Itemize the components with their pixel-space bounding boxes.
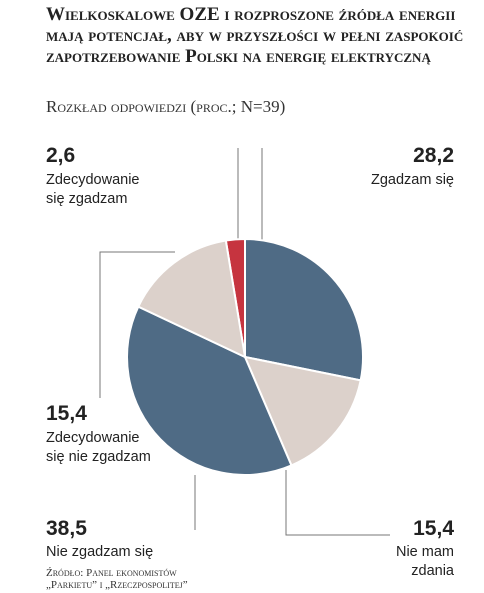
category-label-no-opinion-line1: Nie mam bbox=[395, 544, 454, 560]
category-label-no-opinion-line2: zdania bbox=[411, 563, 454, 579]
category-label-strongly-disagree: Zdecydowanie się nie zgadzam bbox=[46, 429, 151, 467]
slice-no-opinion bbox=[243, 355, 362, 467]
source-line1: Źródło: Panel ekonomistów bbox=[46, 567, 177, 579]
value-label-disagree: 38,5 bbox=[46, 517, 87, 540]
slice-agree bbox=[244, 237, 364, 382]
chart-title: Wielkoskalowe OZE i rozproszone źródła e… bbox=[46, 4, 464, 67]
slice-strongly-disagree bbox=[136, 239, 247, 359]
category-label-disagree: Nie zgadzam się bbox=[46, 544, 154, 560]
value-label-strongly-disagree: 15,4 bbox=[46, 402, 87, 425]
chart-subtitle: Rozkład odpowiedzi (proc.; N=39) bbox=[46, 97, 286, 116]
category-label-strongly-agree-line2: się zgadzam bbox=[46, 191, 128, 207]
source-line2: „Parkietu” i „Rzeczpospolitej” bbox=[46, 579, 188, 591]
leader-line-bottom-right bbox=[285, 470, 390, 536]
category-label-agree: Zgadzam się bbox=[370, 172, 454, 188]
category-label-strongly-agree: Zdecydowanie się zgadzam bbox=[46, 171, 140, 209]
source-note: Źródło: Panel ekonomistów „Parkietu” i „… bbox=[46, 567, 188, 591]
category-label-no-opinion: Nie mam zdania bbox=[396, 543, 454, 581]
pie-slices bbox=[126, 237, 364, 476]
value-label-no-opinion: 15,4 bbox=[413, 517, 454, 540]
slice-disagree bbox=[126, 305, 293, 476]
leader-line-mid-left bbox=[99, 251, 175, 398]
leader-lines bbox=[99, 148, 390, 536]
value-label-agree: 28,2 bbox=[413, 144, 454, 167]
category-label-strongly-disagree-line2: się nie zgadzam bbox=[46, 449, 151, 465]
category-label-strongly-disagree-line1: Zdecydowanie bbox=[46, 430, 140, 446]
category-label-strongly-agree-line1: Zdecydowanie bbox=[46, 172, 140, 188]
value-label-strongly-agree: 2,6 bbox=[46, 144, 76, 167]
